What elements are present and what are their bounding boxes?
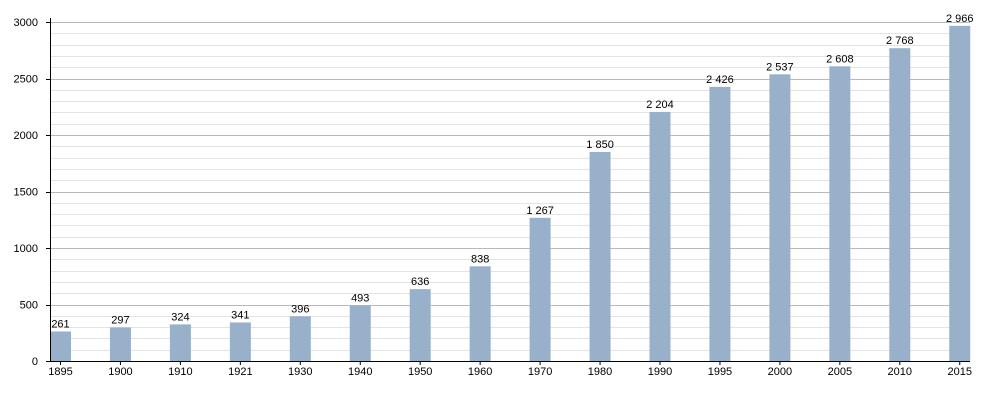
bar-2005 <box>829 66 851 362</box>
bar-1895 <box>50 331 71 361</box>
y-tick-label: 0 <box>32 356 38 368</box>
x-tick-label-1930: 1930 <box>288 366 312 378</box>
bars <box>50 25 971 362</box>
x-tick-label-1980: 1980 <box>588 366 612 378</box>
bar-1900 <box>109 327 131 361</box>
data-label-1980: 1 850 <box>586 139 614 151</box>
x-tick-label-2000: 2000 <box>768 366 792 378</box>
y-tick-label: 2000 <box>14 130 38 142</box>
data-label-1930: 396 <box>291 303 309 315</box>
minor-gridlines <box>50 33 970 351</box>
x-tick-label-1960: 1960 <box>468 366 492 378</box>
bar-1910 <box>169 324 191 361</box>
x-tick-labels: 1895 1900 1910 1921 1930 1940 1950 1960 1970 1980… <box>48 366 972 378</box>
data-label-1950: 636 <box>411 276 429 288</box>
bar-1990 <box>649 111 671 361</box>
bar-2010 <box>889 48 911 361</box>
data-label-1900: 297 <box>111 314 129 326</box>
bar-1921 <box>229 322 251 361</box>
x-tick-label-2005: 2005 <box>828 366 852 378</box>
x-tick-label-1995: 1995 <box>708 366 732 378</box>
bar-1995 <box>709 86 731 361</box>
bar-1930 <box>289 316 311 361</box>
x-tick-label-1921: 1921 <box>228 366 252 378</box>
y-tick-label: 500 <box>20 300 38 312</box>
x-tick-label-1910: 1910 <box>168 366 192 378</box>
y-tick-label: 1500 <box>14 187 38 199</box>
bar-1970 <box>529 217 551 361</box>
x-tick-label-2010: 2010 <box>888 366 912 378</box>
y-tick-label: 1000 <box>14 243 38 255</box>
data-label-1921: 341 <box>231 309 249 321</box>
x-tick-label-1900: 1900 <box>108 366 132 378</box>
data-label-2000: 2 537 <box>766 61 794 73</box>
bar-1940 <box>349 305 371 361</box>
bar-1950 <box>409 289 431 361</box>
data-labels: 261 297 324 341 396 493 636 838 1 267 1 850 2 204 2… <box>51 13 973 331</box>
data-label-1995: 2 426 <box>706 74 734 86</box>
y-tick-label: 3000 <box>14 17 38 29</box>
x-tick-label-1950: 1950 <box>408 366 432 378</box>
x-tick-label-2015: 2015 <box>948 366 972 378</box>
bar-1980 <box>589 151 611 361</box>
y-tick-labels: 0 500 1000 1500 2000 2500 3000 <box>14 17 38 368</box>
data-label-1940: 493 <box>351 292 369 304</box>
data-label-1990: 2 204 <box>646 99 674 111</box>
x-tick-label-1970: 1970 <box>528 366 552 378</box>
bar-1960 <box>469 266 491 361</box>
bar-2000 <box>769 74 791 361</box>
bar-2015 <box>949 25 971 361</box>
data-label-2010: 2 768 <box>886 35 914 47</box>
x-tick-label-1940: 1940 <box>348 366 372 378</box>
x-tick-label-1990: 1990 <box>648 366 672 378</box>
x-tick-label-1895: 1895 <box>48 366 72 378</box>
data-label-2005: 2 608 <box>826 53 854 65</box>
data-label-1960: 838 <box>471 253 489 265</box>
axes <box>46 18 970 365</box>
data-label-1910: 324 <box>171 311 189 323</box>
y-tick-label: 2500 <box>14 74 38 86</box>
data-label-1970: 1 267 <box>526 205 554 217</box>
data-label-2015: 2 966 <box>946 13 974 25</box>
data-label-1895: 261 <box>51 319 69 331</box>
major-gridlines <box>50 22 970 306</box>
